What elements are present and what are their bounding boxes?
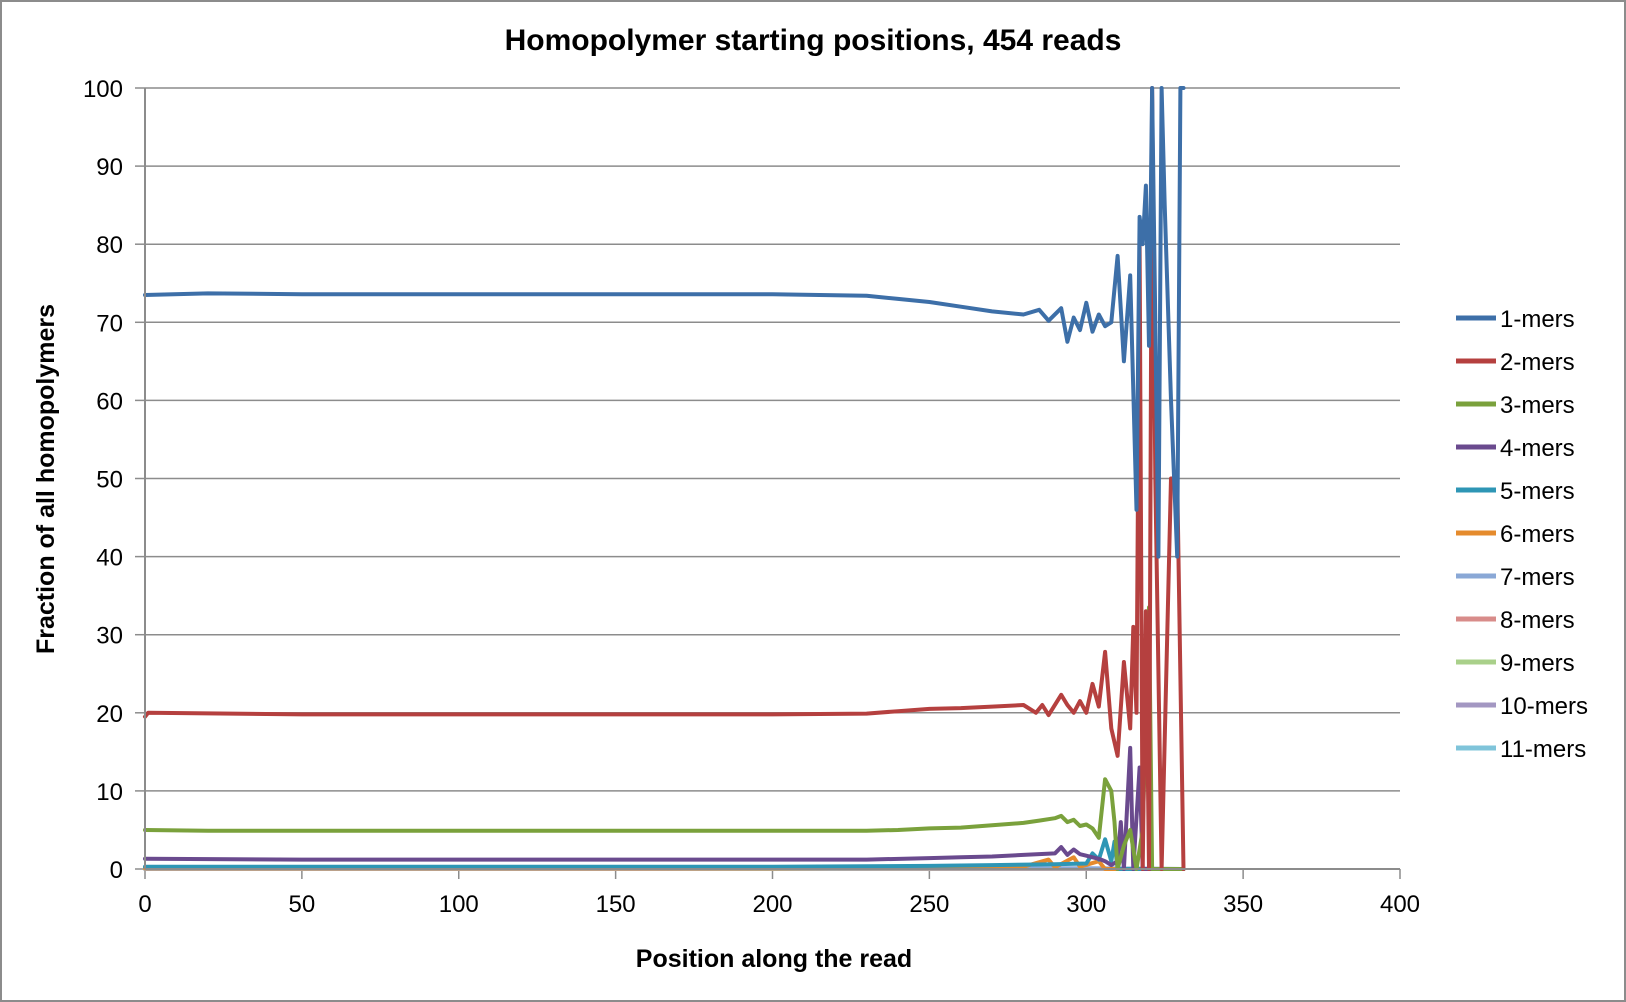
x-tick-label: 100 [439, 891, 479, 918]
y-tick-label: 50 [96, 467, 123, 494]
y-tick-label: 60 [96, 388, 123, 415]
x-tick-label: 50 [289, 891, 316, 918]
x-axis-ticks: 0 50 100 150 200 250 300 350 400 [138, 869, 1420, 918]
y-tick-label: 80 [96, 232, 123, 259]
legend-label-9-mers: 9-mers [1500, 650, 1575, 677]
legend-label-8-mers: 8-mers [1500, 607, 1575, 634]
chart-title: Homopolymer starting positions, 454 read… [505, 24, 1122, 57]
x-axis-title: Position along the read [636, 945, 912, 973]
legend-label-5-mers: 5-mers [1500, 478, 1575, 505]
x-tick-label: 350 [1223, 891, 1263, 918]
series-line-3-mers [143, 605, 1186, 871]
y-tick-label: 0 [110, 857, 123, 884]
legend-label-1-mers: 1-mers [1500, 306, 1575, 333]
legend-label-2-mers: 2-mers [1500, 349, 1575, 376]
x-tick-label: 400 [1380, 891, 1420, 918]
y-tick-label: 90 [96, 154, 123, 181]
y-tick-label: 30 [96, 623, 123, 650]
series-line-2-mers [143, 86, 1186, 871]
y-tick-label: 10 [96, 779, 123, 806]
series-line-1-mers [143, 86, 1186, 559]
y-tick-label: 70 [96, 310, 123, 337]
y-tick-label: 100 [83, 76, 123, 103]
series-line-4-mers [143, 745, 1186, 871]
legend-label-4-mers: 4-mers [1500, 435, 1575, 462]
y-axis-title: Fraction of all homopolymers [32, 304, 60, 654]
x-tick-label: 0 [138, 891, 151, 918]
legend-label-3-mers: 3-mers [1500, 392, 1575, 419]
legend-label-7-mers: 7-mers [1500, 564, 1575, 591]
y-tick-label: 20 [96, 701, 123, 728]
x-tick-label: 300 [1066, 891, 1106, 918]
x-tick-label: 250 [909, 891, 949, 918]
y-tick-label: 40 [96, 545, 123, 572]
legend-label-11-mers: 11-mers [1500, 736, 1586, 763]
x-tick-label: 150 [596, 891, 636, 918]
legend-label-6-mers: 6-mers [1500, 521, 1575, 548]
legend-label-10-mers: 10-mers [1500, 693, 1588, 720]
x-tick-label: 200 [752, 891, 792, 918]
y-axis-ticks: 0 10 20 30 40 50 60 70 80 90 100 [83, 76, 145, 884]
legend: 1-mers 2-mers 3-mers 4-mers 5-mers 6-mers 7-me… [1456, 306, 1588, 763]
